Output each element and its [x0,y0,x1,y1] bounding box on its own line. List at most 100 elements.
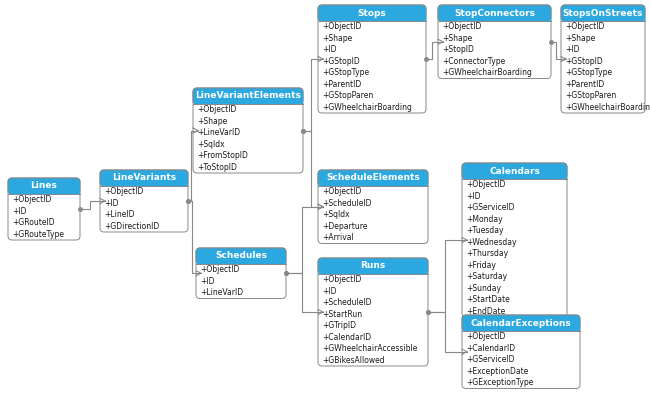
Text: +FromStopID: +FromStopID [197,151,248,160]
Text: +GStopType: +GStopType [322,68,369,77]
Text: +ParentID: +ParentID [565,80,604,89]
Text: ScheduleElements: ScheduleElements [326,173,420,183]
Text: +GWheelchairBoarding: +GWheelchairBoarding [322,103,412,112]
FancyBboxPatch shape [8,178,80,194]
Text: Calendars: Calendars [489,166,540,176]
Text: +ID: +ID [466,192,480,201]
Text: LineVariantElements: LineVariantElements [195,92,301,100]
Text: LineVariants: LineVariants [112,173,176,183]
Text: +CalendarID: +CalendarID [322,333,371,342]
Text: +ObjectID: +ObjectID [12,195,51,204]
Text: +ScheduleID: +ScheduleID [322,298,372,307]
FancyBboxPatch shape [100,170,188,232]
Text: +StartRun: +StartRun [322,310,362,319]
Text: +ObjectID: +ObjectID [466,332,506,341]
Text: +GTripID: +GTripID [322,321,356,330]
Text: +Shape: +Shape [322,34,352,43]
Text: StopConnectors: StopConnectors [454,8,535,18]
Text: +ToStopID: +ToStopID [197,163,237,172]
FancyBboxPatch shape [438,5,551,21]
Text: +ID: +ID [12,207,27,216]
Text: +ExceptionDate: +ExceptionDate [466,367,528,376]
Text: +Arrival: +Arrival [322,233,354,242]
Text: +ObjectID: +ObjectID [322,187,361,196]
Text: +LineID: +LineID [104,210,135,219]
Text: +ObjectID: +ObjectID [565,22,604,31]
FancyBboxPatch shape [318,5,426,21]
Text: +GWheelchairBoarding: +GWheelchairBoarding [565,103,650,112]
FancyBboxPatch shape [463,167,567,179]
Text: +Monday: +Monday [466,215,502,224]
Text: +SqIdx: +SqIdx [322,210,350,219]
FancyBboxPatch shape [101,174,187,186]
Text: +ObjectID: +ObjectID [466,180,506,189]
Text: +CalendarID: +CalendarID [466,344,515,353]
Text: +LineVarID: +LineVarID [197,128,240,137]
FancyBboxPatch shape [318,262,428,274]
Text: +GRouteType: +GRouteType [12,230,64,239]
FancyBboxPatch shape [318,5,426,113]
Text: +GServiceID: +GServiceID [466,203,515,212]
Text: +LineVarID: +LineVarID [200,288,243,297]
Text: +GStopParen: +GStopParen [565,91,616,100]
Text: +ObjectID: +ObjectID [104,187,144,196]
FancyBboxPatch shape [462,163,567,317]
Text: +ScheduleID: +ScheduleID [322,199,372,208]
FancyBboxPatch shape [196,248,286,298]
Text: +ObjectID: +ObjectID [322,275,361,284]
Text: +StartDate: +StartDate [466,295,510,304]
Text: +GStopID: +GStopID [322,57,359,66]
Text: +Saturday: +Saturday [466,272,507,281]
Text: Schedules: Schedules [215,252,267,260]
FancyBboxPatch shape [196,248,286,264]
FancyBboxPatch shape [562,9,645,21]
Text: +ConnectorType: +ConnectorType [442,57,505,66]
Text: +ID: +ID [200,277,214,286]
FancyBboxPatch shape [318,258,428,366]
Text: Lines: Lines [31,181,57,191]
FancyBboxPatch shape [318,9,426,21]
Text: +Thursday: +Thursday [466,249,508,258]
Text: +EndDate: +EndDate [466,307,505,316]
Text: +Shape: +Shape [442,34,473,43]
Text: Stops: Stops [358,8,386,18]
Text: CalendarExceptions: CalendarExceptions [471,319,571,327]
Text: Runs: Runs [360,262,385,270]
Text: +Shape: +Shape [565,34,595,43]
FancyBboxPatch shape [318,170,428,244]
Text: +ObjectID: +ObjectID [200,265,239,274]
Text: +SqIdx: +SqIdx [197,140,225,149]
Text: +GStopType: +GStopType [565,68,612,77]
FancyBboxPatch shape [8,182,79,194]
Text: +GDirectionID: +GDirectionID [104,222,159,231]
Text: +Departure: +Departure [322,222,367,231]
FancyBboxPatch shape [463,319,580,331]
FancyBboxPatch shape [194,92,302,104]
Text: +GBikesAllowed: +GBikesAllowed [322,356,385,365]
Text: +ID: +ID [565,45,580,54]
Text: +Shape: +Shape [197,117,227,126]
FancyBboxPatch shape [193,88,303,173]
FancyBboxPatch shape [462,163,567,179]
Text: +ParentID: +ParentID [322,80,361,89]
Text: +GRouteID: +GRouteID [12,218,55,227]
FancyBboxPatch shape [100,170,188,186]
Text: +GWheelchairAccessible: +GWheelchairAccessible [322,344,417,353]
Text: +ID: +ID [104,199,118,208]
FancyBboxPatch shape [318,170,428,186]
Text: +Tuesday: +Tuesday [466,226,504,235]
Text: +ObjectID: +ObjectID [322,22,361,31]
FancyBboxPatch shape [193,88,303,104]
Text: +Wednesday: +Wednesday [466,238,517,247]
Text: +Sunday: +Sunday [466,284,501,293]
FancyBboxPatch shape [462,315,580,388]
Text: +GStopParen: +GStopParen [322,91,373,100]
FancyBboxPatch shape [561,5,645,21]
Text: +StopID: +StopID [442,45,474,54]
FancyBboxPatch shape [318,174,428,186]
FancyBboxPatch shape [438,5,551,79]
FancyBboxPatch shape [196,252,285,264]
Text: +GServiceID: +GServiceID [466,355,515,364]
Text: +GExceptionType: +GExceptionType [466,378,534,387]
Text: +Friday: +Friday [466,261,496,270]
